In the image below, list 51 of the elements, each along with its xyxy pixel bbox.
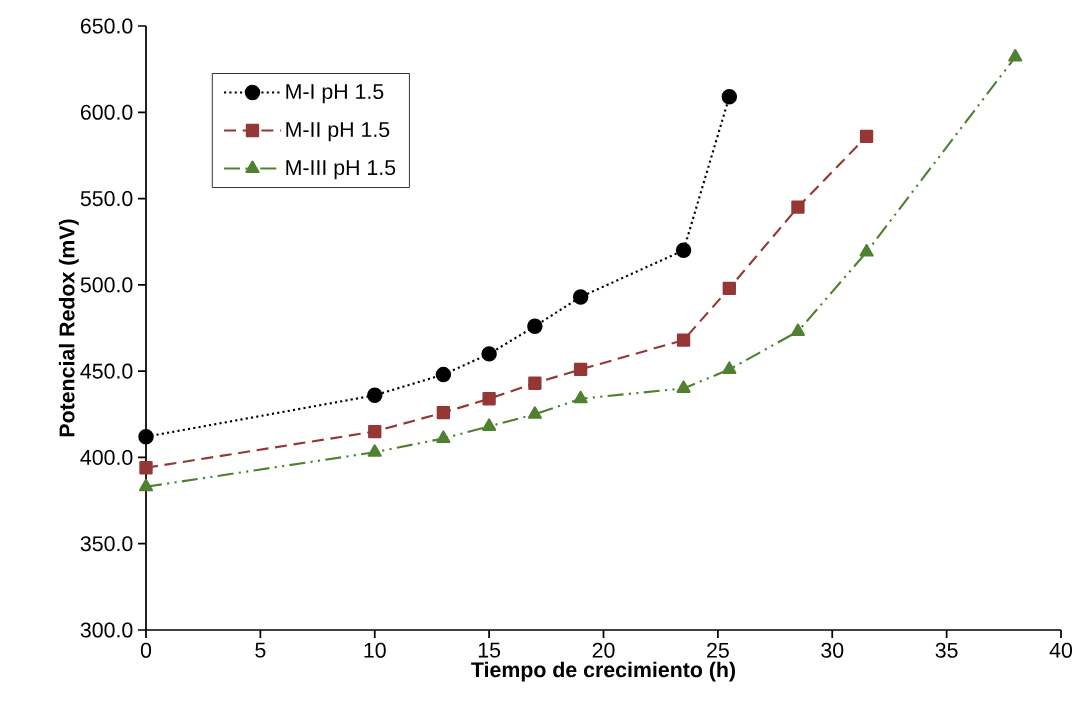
x-tick-label: 40 (1049, 642, 1073, 658)
point (436, 430, 451, 443)
point (1008, 49, 1023, 62)
point (435, 366, 452, 383)
x-tick-label: 20 (592, 642, 615, 658)
x-tick-label: 10 (364, 642, 386, 658)
y-tick-label: 600.0 (80, 104, 133, 120)
point (675, 242, 692, 259)
point (368, 424, 382, 439)
point (676, 380, 691, 393)
y-axis-title: Potencial Redox (mV) (58, 219, 79, 437)
y-tick-label: 400.0 (80, 449, 133, 465)
point (859, 244, 874, 257)
point (367, 387, 383, 404)
legend-label: M-III pH 1.5 (286, 160, 396, 180)
y-tick-label: 550.0 (80, 191, 133, 207)
point (722, 281, 736, 295)
point (138, 428, 154, 445)
point (790, 323, 806, 336)
x-tick-label: 0 (140, 642, 152, 658)
x-tick-label: 15 (478, 642, 501, 658)
x-tick-label: 25 (707, 642, 729, 658)
point (573, 362, 588, 377)
point (436, 405, 451, 420)
y-tick-label: 300.0 (80, 622, 133, 638)
point (482, 392, 496, 406)
point (573, 390, 588, 404)
point (722, 361, 737, 374)
point (859, 129, 874, 144)
point (482, 418, 497, 431)
y-tick-label: 450.0 (80, 363, 133, 379)
point (138, 478, 154, 492)
y-tick-label: 350.0 (80, 536, 133, 552)
point (481, 346, 497, 362)
point (572, 289, 589, 305)
point (721, 89, 738, 105)
y-tick-label: 650.0 (80, 18, 133, 34)
x-tick-label: 5 (255, 642, 266, 658)
x-tick-label: 30 (821, 642, 844, 658)
legend-label: M-II pH 1.5 (286, 122, 390, 142)
x-tick-label: 35 (935, 642, 958, 658)
point (527, 406, 542, 419)
point (527, 318, 543, 335)
point (791, 200, 805, 214)
point (139, 461, 153, 475)
point (676, 333, 691, 347)
point (528, 376, 542, 390)
legend-label: M-I pH 1.5 (286, 84, 384, 104)
x-axis-title: Tiempo de crecimiento (h) (471, 661, 735, 682)
point (367, 444, 382, 457)
y-tick-label: 500.0 (80, 277, 133, 293)
